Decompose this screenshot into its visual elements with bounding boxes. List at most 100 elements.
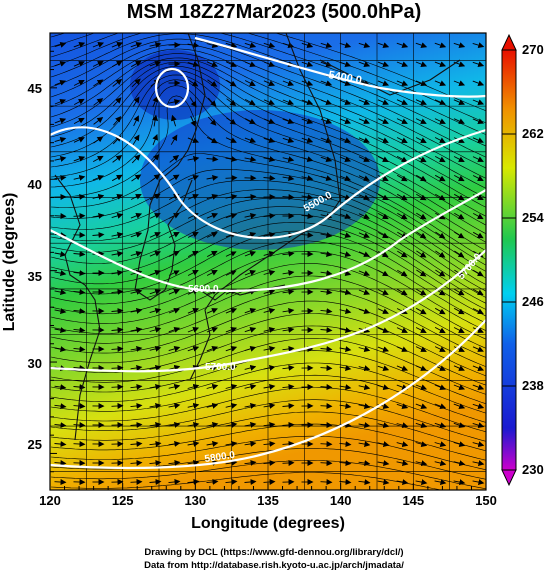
height-contours (50, 36, 486, 470)
wind-arrow (73, 174, 86, 181)
wind-arrow (244, 270, 257, 276)
wind-arrow (377, 308, 389, 314)
colorbar-tick-label: 270 (522, 42, 544, 57)
wind-arrow (472, 175, 484, 181)
wind-arrow (111, 364, 124, 371)
wind-arrow (415, 61, 428, 67)
wind-arrow (320, 289, 333, 296)
wind-arrow (416, 193, 427, 201)
wind-arrow (226, 98, 237, 106)
contour-low-vortex (154, 67, 190, 109)
wind-arrow (396, 118, 408, 124)
wind-arrow (396, 99, 408, 105)
wind-arrow (111, 345, 124, 352)
wind-arrow (112, 97, 122, 107)
wind-arrow (396, 137, 408, 143)
x-tick-label: 130 (184, 493, 206, 508)
credit-data: Data from http://database.rish.kyoto-u.a… (144, 560, 404, 571)
wind-arrow (111, 383, 124, 390)
wind-arrow (282, 421, 295, 428)
wind-arrow (149, 270, 162, 276)
wind-arrow (206, 270, 218, 276)
streamline (50, 374, 486, 423)
wind-arrow (263, 364, 276, 371)
wind-arrow (149, 232, 161, 238)
wind-arrow (149, 440, 162, 447)
wind-arrow (187, 61, 200, 68)
wind-arrow (188, 79, 199, 87)
wind-arrow (54, 479, 67, 486)
wind-arrow (190, 115, 196, 127)
wind-arrow (112, 78, 123, 87)
wind-arrow (453, 175, 465, 182)
wind-arrow (206, 42, 219, 49)
wind-arrow (225, 156, 238, 163)
wind-arrow (377, 156, 389, 162)
wind-arrow (149, 478, 162, 485)
wind-arrow (358, 422, 371, 429)
wind-arrow (339, 137, 352, 143)
contour-5400 (194, 36, 486, 98)
wind-arrow (54, 289, 67, 296)
wind-arrow (358, 251, 370, 257)
wind-arrow (111, 402, 124, 409)
wind-arrow (434, 61, 447, 67)
wind-arrow (54, 403, 67, 410)
wind-arrow (152, 95, 158, 108)
wind-arrow (130, 232, 143, 238)
wind-arrow (358, 137, 370, 143)
wind-arrow (301, 175, 314, 182)
wind-arrow (187, 250, 199, 257)
wind-arrow (92, 231, 105, 238)
wind-arrow (282, 118, 295, 125)
wind-arrow (225, 308, 238, 314)
wind-arrow (132, 96, 140, 107)
wind-arrow (397, 269, 408, 277)
wind-arrow (377, 346, 390, 352)
wind-arrow (130, 251, 143, 257)
wind-arrow (263, 288, 276, 295)
wind-arrow (263, 80, 276, 86)
wind-arrow (472, 346, 484, 352)
wind-arrow (339, 61, 352, 67)
wind-arrow (206, 61, 218, 67)
wind-arrow (434, 460, 447, 467)
wind-arrow (416, 288, 427, 296)
wind-arrow (282, 326, 295, 333)
wind-arrow (131, 78, 141, 88)
wind-arrow (454, 250, 465, 258)
wind-arrow (453, 99, 466, 105)
wind-arrow (73, 137, 85, 143)
wind-arrow (54, 384, 67, 391)
wind-arrow (244, 61, 257, 67)
wind-arrow (358, 460, 371, 467)
streamline (50, 33, 486, 135)
wind-arrow (149, 383, 162, 390)
wind-arrow (472, 269, 484, 277)
wind-arrow (434, 156, 446, 163)
wind-arrow (453, 327, 465, 333)
wind-arrow (244, 212, 257, 219)
wind-arrow (320, 422, 333, 429)
wind-arrow (54, 270, 67, 277)
wind-arrow (453, 365, 465, 371)
wind-arrow (358, 308, 371, 314)
wind-arrow (73, 41, 86, 48)
wind-arrow (54, 136, 67, 143)
wind-arrow (472, 365, 485, 371)
wind-arrow (73, 365, 86, 372)
wind-arrow (111, 60, 123, 68)
coastlines (54, 33, 461, 441)
wind-arrow (92, 42, 105, 48)
wind-arrow (472, 327, 484, 333)
wind-arrow (168, 327, 181, 333)
coastline-korean-peninsula (134, 179, 193, 301)
wind-arrow (472, 42, 485, 49)
wind-arrow (244, 402, 257, 409)
streamline (50, 300, 486, 368)
wind-arrow (415, 174, 427, 182)
coastline-japan (189, 33, 341, 381)
wind-arrow (206, 213, 219, 219)
wind-arrow (207, 97, 217, 107)
